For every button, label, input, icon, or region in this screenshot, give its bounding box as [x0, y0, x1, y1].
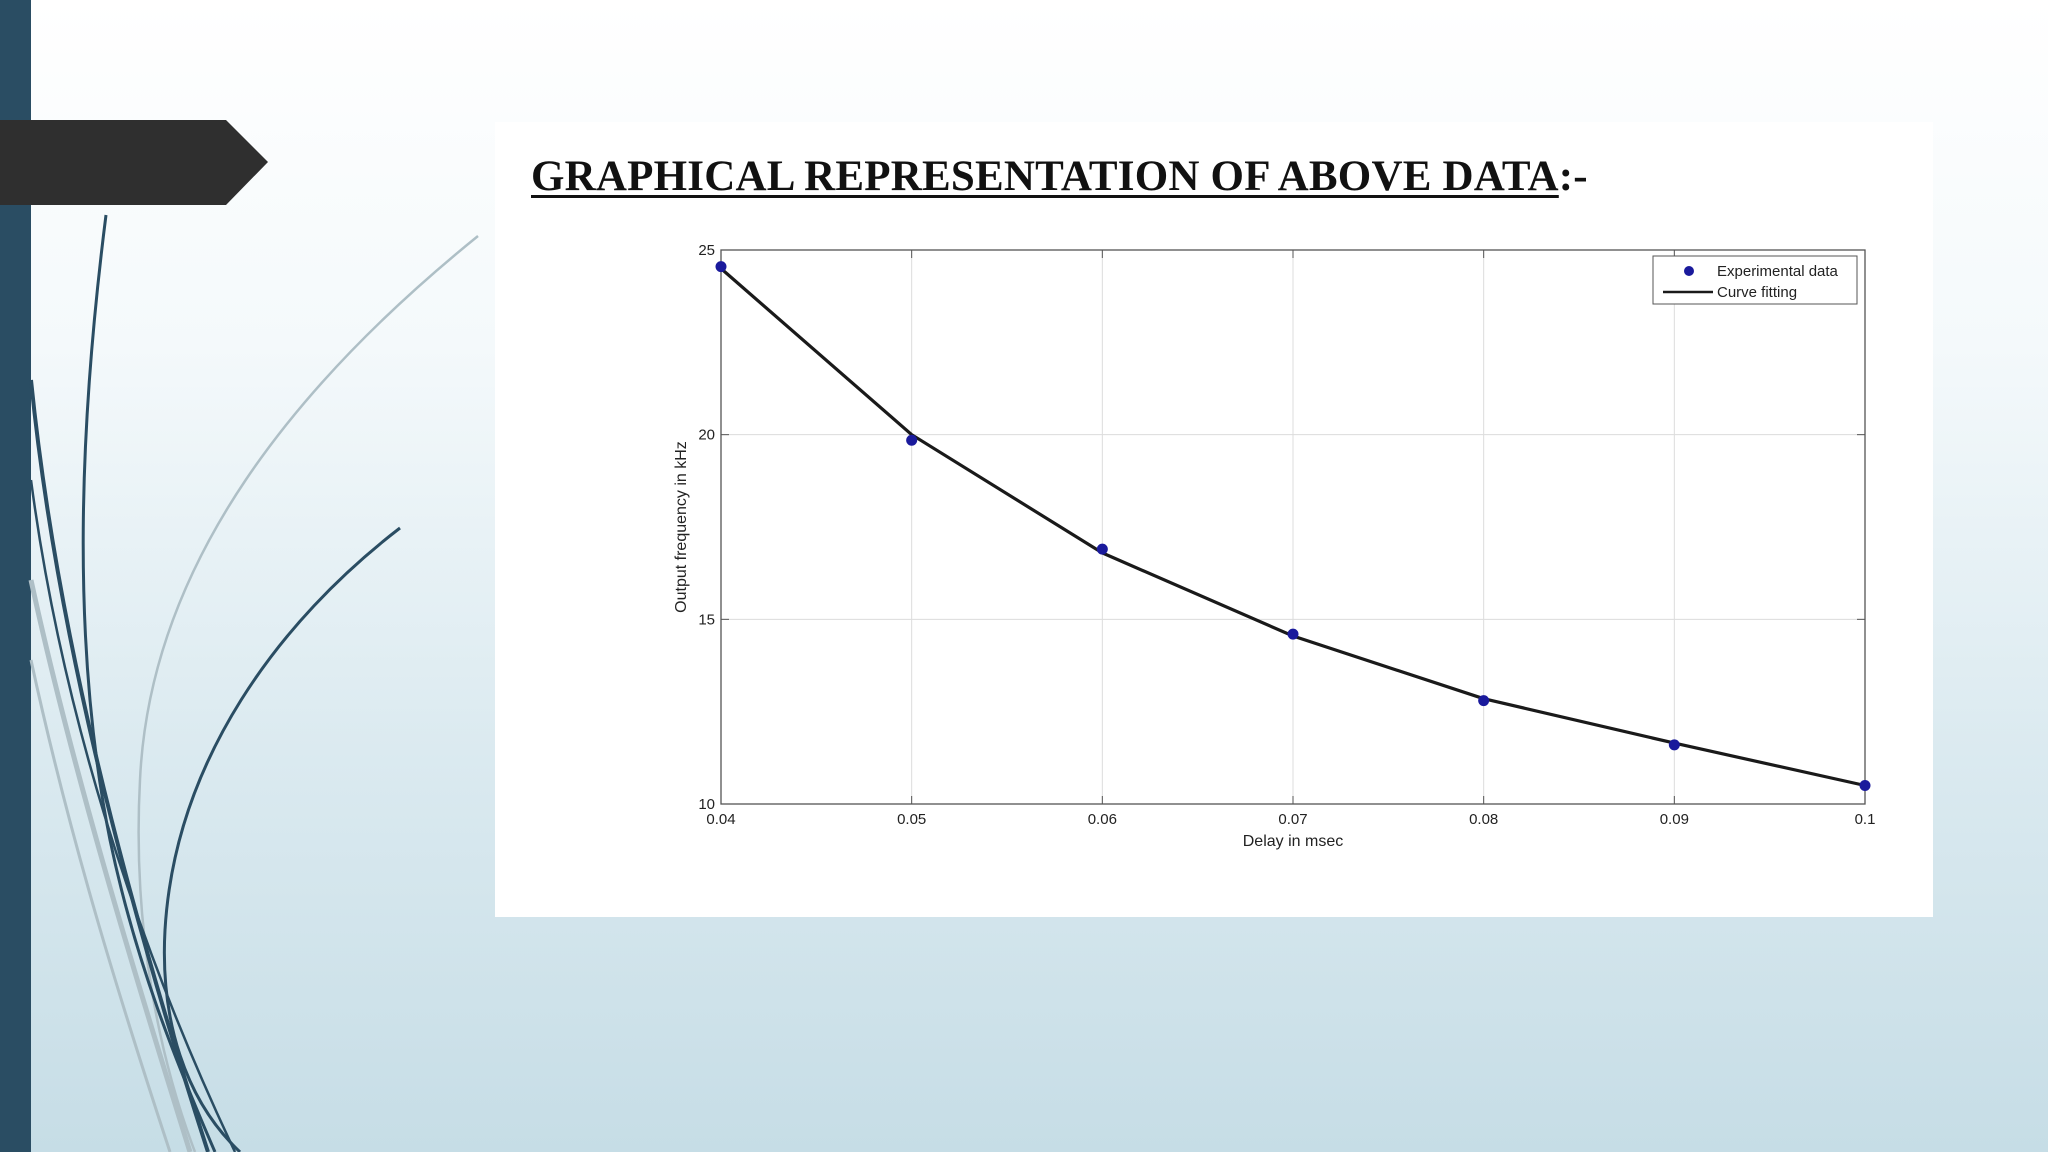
line-chart: 0.04 0.05 0.06 0.07 0.08 0.09 0.1 10 15 20 25 Delay…	[673, 242, 1876, 850]
legend-marker-icon	[1684, 266, 1694, 276]
legend-label-curve: Curve fitting	[1717, 284, 1797, 301]
y-tick-label: 20	[698, 427, 715, 444]
x-tick-label: 0.04	[706, 811, 735, 828]
legend-box	[1652, 255, 1858, 305]
x-tick-label: 0.09	[1660, 811, 1689, 828]
y-axis-label: Output frequency in kHz	[673, 441, 690, 613]
experimental-data-point	[1668, 739, 1680, 751]
x-tick-label: 0.05	[897, 811, 926, 828]
experimental-data-point	[1287, 628, 1299, 640]
experimental-data-point	[715, 261, 727, 273]
experimental-data-point	[1859, 780, 1871, 792]
x-tick-label: 0.07	[1278, 811, 1307, 828]
arrow-tab-shape	[0, 120, 268, 205]
chart-figure: GRAPHICAL REPRESENTATION OF ABOVE DATA:-…	[495, 122, 1933, 917]
experimental-data-point	[906, 434, 918, 446]
x-axis-label: Delay in msec	[1243, 833, 1343, 850]
experimental-data-point	[1096, 543, 1108, 555]
title-text: GRAPHICAL REPRESENTATION OF ABOVE DATA	[531, 153, 1559, 200]
x-tick-label: 0.1	[1855, 811, 1876, 828]
decorative-swooshes	[28, 214, 479, 1152]
legend-label-experimental: Experimental data	[1717, 263, 1839, 280]
page-title: GRAPHICAL REPRESENTATION OF ABOVE DATA:-	[531, 152, 1588, 201]
y-tick-label: 25	[698, 242, 715, 259]
experimental-data-point	[1478, 695, 1490, 707]
title-suffix: :-	[1558, 153, 1588, 200]
y-tick-label: 15	[698, 611, 715, 628]
y-tick-label: 10	[698, 796, 715, 813]
x-tick-label: 0.06	[1088, 811, 1117, 828]
x-tick-label: 0.08	[1469, 811, 1498, 828]
